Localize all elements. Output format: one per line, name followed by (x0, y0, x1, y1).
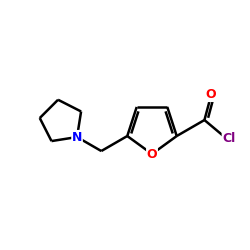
Text: N: N (72, 130, 82, 143)
Text: O: O (206, 88, 216, 102)
Text: Cl: Cl (222, 132, 235, 144)
Text: O: O (147, 148, 157, 160)
